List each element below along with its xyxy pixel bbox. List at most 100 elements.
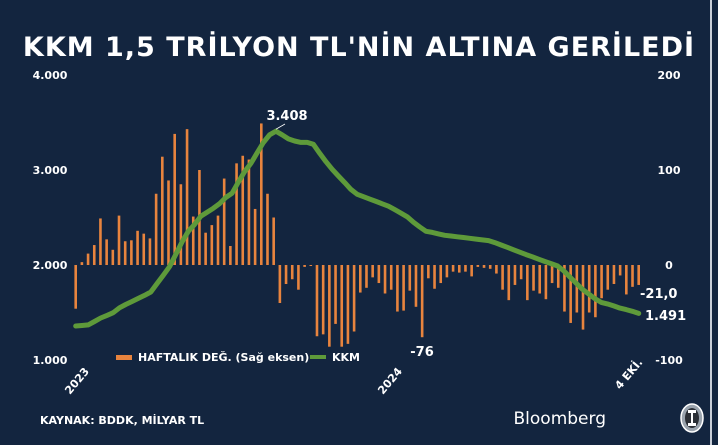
weekly-change-bar: [600, 265, 603, 299]
weekly-change-bar: [173, 133, 176, 265]
source-note: KAYNAK: BDDK, MİLYAR TL: [40, 413, 204, 427]
weekly-change-bar: [439, 265, 443, 284]
weekly-change-bar: [86, 253, 90, 265]
legend-bar-swatch: [116, 355, 132, 360]
weekly-change-bar: [80, 262, 84, 265]
min-bar-label: -76: [410, 345, 434, 360]
legend: HAFTALIK DEĞ. (Sağ eksen) KKM: [116, 351, 360, 364]
weekly-change-bar: [433, 265, 436, 289]
left-axis: 1.000 2.000 3.000 4.000: [33, 69, 68, 367]
weekly-change-bar: [179, 184, 183, 265]
weekly-change-bar: [142, 233, 146, 265]
weekly-change-bar: [445, 265, 449, 278]
weekly-change-bar: [383, 265, 387, 294]
weekly-change-bar: [235, 163, 238, 265]
weekly-change-bar: [544, 265, 548, 300]
weekly-change-bar: [501, 265, 504, 290]
weekly-change-bar: [272, 217, 275, 265]
weekly-change-bar: [303, 265, 306, 267]
weekly-change-bar: [284, 265, 288, 284]
weekly-change-bar: [358, 265, 362, 293]
weekly-change-bar: [253, 208, 257, 265]
weekly-change-bar: [396, 265, 399, 312]
weekly-change-bar: [148, 238, 152, 265]
weekly-change-bar: [569, 265, 572, 323]
bar-series: [74, 123, 640, 347]
right-tick-label: 200: [658, 69, 681, 82]
weekly-change-bar: [513, 265, 517, 285]
weekly-change-bar: [476, 265, 480, 267]
weekly-change-bar: [365, 265, 368, 288]
weekly-change-bar: [99, 218, 102, 265]
left-tick-label: 3.000: [33, 164, 68, 177]
weekly-change-bar: [420, 265, 424, 338]
weekly-change-bar: [495, 265, 498, 274]
weekly-change-bar: [612, 265, 616, 284]
weekly-change-bar: [581, 265, 585, 330]
weekly-change-bar: [210, 225, 214, 265]
left-tick-label: 2.000: [33, 259, 68, 272]
weekly-change-bar: [136, 230, 139, 265]
weekly-change-bar: [457, 265, 461, 273]
weekly-change-bar: [408, 265, 412, 291]
weekly-change-bar: [556, 265, 560, 288]
weekly-change-bar: [625, 265, 628, 295]
peak-leader-line: [275, 123, 286, 130]
legend-line-swatch: [310, 355, 326, 359]
weekly-change-bar: [550, 265, 554, 284]
left-tick-label: 4.000: [33, 69, 68, 82]
weekly-change-bar: [266, 193, 269, 265]
weekly-change-bar: [575, 265, 579, 313]
weekly-change-bar: [290, 265, 294, 280]
weekly-change-bar: [167, 180, 170, 265]
weekly-change-bar: [427, 265, 430, 279]
weekly-change-bar: [606, 265, 610, 290]
weekly-change-bar: [451, 265, 455, 272]
left-tick-label: 1.000: [33, 354, 68, 367]
weekly-change-bar: [204, 232, 207, 265]
weekly-change-bar: [105, 239, 108, 265]
weekly-change-bar: [631, 265, 634, 287]
weekly-change-bar: [538, 265, 542, 294]
weekly-change-bar: [519, 265, 523, 280]
weekly-change-bar: [402, 265, 405, 311]
weekly-change-bar: [507, 265, 511, 301]
weekly-change-bar: [278, 265, 282, 303]
weekly-change-bar: [334, 265, 337, 324]
weekly-change-bar: [111, 249, 115, 265]
weekly-change-bar: [587, 265, 591, 313]
x-tick-last: 4 EKİ.: [612, 356, 646, 392]
weekly-change-bar: [154, 193, 158, 265]
weekly-change-bar: [618, 265, 622, 276]
weekly-change-bar: [216, 215, 220, 265]
weekly-change-bar: [328, 265, 331, 347]
weekly-change-bar: [321, 265, 325, 335]
ht-logo-icon: [680, 403, 704, 433]
weekly-change-bar: [377, 265, 381, 284]
weekly-change-bar: [315, 265, 319, 337]
weekly-change-bar: [130, 240, 133, 265]
weekly-change-bar: [464, 265, 467, 272]
weekly-change-bar: [309, 265, 313, 266]
weekly-change-bar: [414, 265, 418, 307]
frame-border: [710, 0, 712, 445]
right-tick-label: 100: [658, 164, 681, 177]
peak-label: 3.408: [266, 109, 307, 124]
weekly-change-bar: [222, 178, 226, 265]
weekly-change-bar: [229, 246, 232, 265]
kkm-line: [73, 128, 642, 329]
legend-line-label: KKM: [332, 351, 360, 364]
weekly-change-bar: [260, 123, 263, 265]
weekly-change-bar: [123, 241, 127, 265]
weekly-change-bar: [161, 156, 164, 265]
weekly-change-bar: [247, 159, 251, 265]
weekly-change-bar: [297, 265, 300, 290]
weekly-change-bar: [563, 265, 566, 312]
weekly-change-bar: [482, 265, 486, 268]
weekly-change-bar: [117, 215, 121, 265]
right-tick-label: -100: [655, 354, 683, 367]
right-tick-label: 0: [665, 259, 673, 272]
chart-title: KKM 1,5 TRİLYON TL'NİN ALTINA GERİLEDİ: [23, 31, 695, 63]
